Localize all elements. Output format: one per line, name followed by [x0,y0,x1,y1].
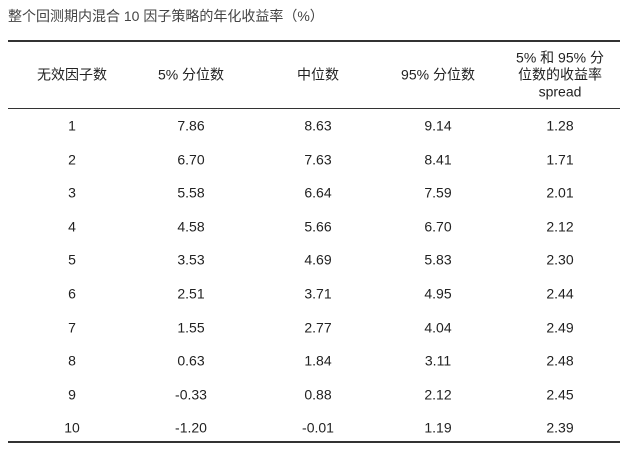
table-cell: -0.33 [175,386,207,403]
table-cell: 2.48 [546,352,574,369]
table-cell: 4.69 [304,251,332,268]
table-cell: 2.44 [546,285,574,302]
header-cell: 5% 和 95% 分位数的收益率 spread [516,50,604,101]
header-line: 5% 和 95% 分 [516,49,604,66]
header-cell: 无效因子数 [37,67,107,84]
table-cell: 1.55 [177,319,205,336]
table-cell: 5.58 [177,184,205,201]
header-rule [8,108,620,109]
table-cell: 7.86 [177,117,205,134]
top-rule [8,40,620,42]
table-cell: 5.66 [304,218,332,235]
table-cell: 2.12 [546,218,574,235]
table-cell: -0.01 [302,419,334,436]
header-line: spread [538,83,582,100]
table-cell: 2.49 [546,319,574,336]
table-cell: 1.28 [546,117,574,134]
table-cell: 10 [64,419,80,436]
table-cell: 8 [68,352,76,369]
header-line: 5% 分位数 [157,66,225,83]
table-cell: 4 [68,218,76,235]
header-cell: 5% 分位数 [158,67,224,84]
title: 整个回测期内混合 10 因子策略的年化收益率（%） [8,8,324,24]
table-cell: 3.11 [424,352,452,369]
table-cell: 9 [68,386,76,403]
table-cell: 7 [68,319,76,336]
table-cell: 4.58 [177,218,205,235]
table-cell: 5.83 [424,251,452,268]
table-cell: 2 [68,151,76,168]
header-line: 中位数 [297,66,339,83]
table-cell: 6 [68,285,76,302]
table-cell: 1.84 [304,352,332,369]
table-cell: 2.39 [546,419,574,436]
header-line: 无效因子数 [37,66,107,83]
bottom-rule [8,441,620,443]
table-cell: 6.70 [424,218,452,235]
table-cell: 4.95 [424,285,452,302]
table-cell: 6.64 [304,184,332,201]
table-cell: 1 [68,117,76,134]
table-cell: 3.71 [304,285,332,302]
table-cell: -1.20 [175,419,207,436]
table-cell: 4.04 [424,319,452,336]
table-cell: 5 [68,251,76,268]
table-cell: 7.63 [304,151,332,168]
header-cell: 中位数 [297,67,339,84]
table-cell: 1.19 [424,419,452,436]
header-line: 95% 分位数 [401,66,475,83]
table-cell: 2.51 [177,285,205,302]
table-cell: 8.41 [424,151,452,168]
table-cell: 7.59 [424,184,452,201]
header-line: 位数的收益率 [518,66,602,83]
table-cell: 0.63 [177,352,205,369]
table-cell: 3.53 [177,251,205,268]
table-cell: 9.14 [424,117,452,134]
table-cell: 8.63 [304,117,332,134]
table-cell: 0.88 [304,386,332,403]
table-cell: 2.12 [424,386,452,403]
table-cell: 2.01 [546,184,574,201]
table-cell: 6.70 [177,151,205,168]
table-cell: 2.30 [546,251,574,268]
table-cell: 1.71 [546,151,574,168]
table-cell: 3 [68,184,76,201]
table-cell: 2.77 [304,319,332,336]
header-cell: 95% 分位数 [401,67,475,84]
table-cell: 2.45 [546,386,574,403]
